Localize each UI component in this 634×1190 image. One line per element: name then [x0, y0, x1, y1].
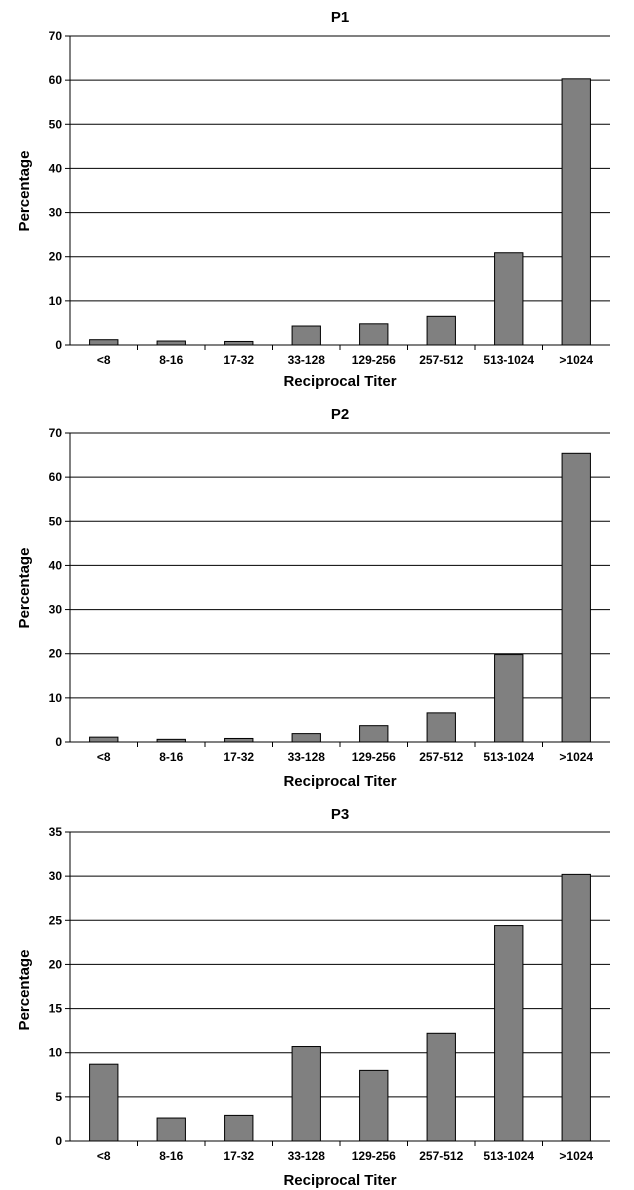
bar: [291, 325, 321, 346]
y-tick-label: 70: [49, 29, 63, 43]
chart-p2: P2 Percentage Reciprocal Titer 0 10 20 30 40…: [16, 406, 610, 790]
bar: [156, 340, 186, 346]
x-tick-label: <8: [97, 750, 111, 764]
x-tick-label: 129-256: [352, 1149, 396, 1163]
x-tick-label: 129-256: [352, 353, 396, 367]
y-tick-label: 30: [49, 603, 63, 617]
bar: [494, 654, 524, 743]
x-tick-label: >1024: [559, 750, 593, 764]
x-tick-label: 17-32: [223, 1149, 254, 1163]
x-tick-label: 513-1024: [483, 750, 534, 764]
y-tick-label: 0: [55, 1134, 62, 1148]
y-axis-title: Percentage: [16, 151, 33, 232]
bar: [156, 1117, 186, 1142]
bar: [426, 1032, 456, 1142]
x-tick-label: 8-16: [159, 750, 183, 764]
y-axis-title: Percentage: [16, 548, 33, 629]
x-tick-label: 33-128: [288, 353, 326, 367]
x-axis-title: Reciprocal Titer: [283, 1172, 396, 1189]
chart-p1: P1 Percentage Reciprocal Titer 0 10 20 30 40…: [16, 9, 610, 390]
y-tick-label: 15: [49, 1002, 63, 1016]
bar: [89, 339, 119, 346]
y-tick-label: 25: [49, 913, 63, 927]
x-tick-label: 257-512: [419, 1149, 463, 1163]
x-tick-label: 17-32: [223, 353, 254, 367]
x-tick-label: <8: [97, 353, 111, 367]
bar: [291, 733, 321, 743]
x-tick-label: 513-1024: [483, 353, 534, 367]
x-tick-label: 33-128: [288, 750, 326, 764]
y-tick-label: 20: [49, 647, 63, 661]
y-tick-label: 10: [49, 1046, 63, 1060]
chart-title: P1: [331, 9, 349, 26]
bar: [224, 340, 254, 346]
y-tick-label: 30: [49, 869, 63, 883]
bar: [426, 315, 456, 346]
bar: [224, 1114, 254, 1142]
bar: [224, 737, 254, 743]
chart-title: P3: [331, 806, 349, 823]
y-tick-label: 50: [49, 514, 63, 528]
y-tick-label: 50: [49, 117, 63, 131]
x-tick-label: 8-16: [159, 353, 183, 367]
bar: [89, 736, 119, 743]
chart-p3: P3 Percentage Reciprocal Titer 0 5 10 15 20 2…: [16, 806, 610, 1189]
bar: [359, 1069, 389, 1142]
y-tick-label: 20: [49, 957, 63, 971]
y-axis-title: Percentage: [16, 950, 33, 1031]
y-tick-label: 5: [55, 1090, 62, 1104]
x-tick-label: 513-1024: [483, 1149, 534, 1163]
y-tick-label: 70: [49, 426, 63, 440]
bar: [426, 712, 456, 743]
y-tick-label: 10: [49, 691, 63, 705]
y-tick-label: 30: [49, 206, 63, 220]
y-tick-label: 0: [55, 735, 62, 749]
x-tick-label: >1024: [559, 1149, 593, 1163]
y-tick-label: 60: [49, 470, 63, 484]
x-tick-label: 8-16: [159, 1149, 183, 1163]
bar: [561, 452, 591, 743]
y-tick-label: 60: [49, 73, 63, 87]
y-tick-label: 10: [49, 294, 63, 308]
y-tick-label: 40: [49, 161, 63, 175]
x-tick-label: 257-512: [419, 750, 463, 764]
x-tick-label: >1024: [559, 353, 593, 367]
x-axis-title: Reciprocal Titer: [283, 773, 396, 790]
y-tick-label: 40: [49, 558, 63, 572]
bar: [89, 1063, 119, 1142]
bar: [494, 925, 524, 1142]
x-tick-label: 257-512: [419, 353, 463, 367]
x-axis-title: Reciprocal Titer: [283, 373, 396, 390]
bar: [561, 873, 591, 1142]
x-tick-label: <8: [97, 1149, 111, 1163]
x-tick-label: 33-128: [288, 1149, 326, 1163]
bar: [291, 1046, 321, 1142]
bar: [359, 725, 389, 743]
bar: [561, 78, 591, 346]
y-tick-label: 20: [49, 250, 63, 264]
bar: [494, 252, 524, 346]
x-tick-label: 129-256: [352, 750, 396, 764]
y-tick-label: 35: [49, 825, 63, 839]
bar: [359, 323, 389, 346]
x-tick-label: 17-32: [223, 750, 254, 764]
chart-title: P2: [331, 406, 349, 423]
y-tick-label: 0: [55, 338, 62, 352]
